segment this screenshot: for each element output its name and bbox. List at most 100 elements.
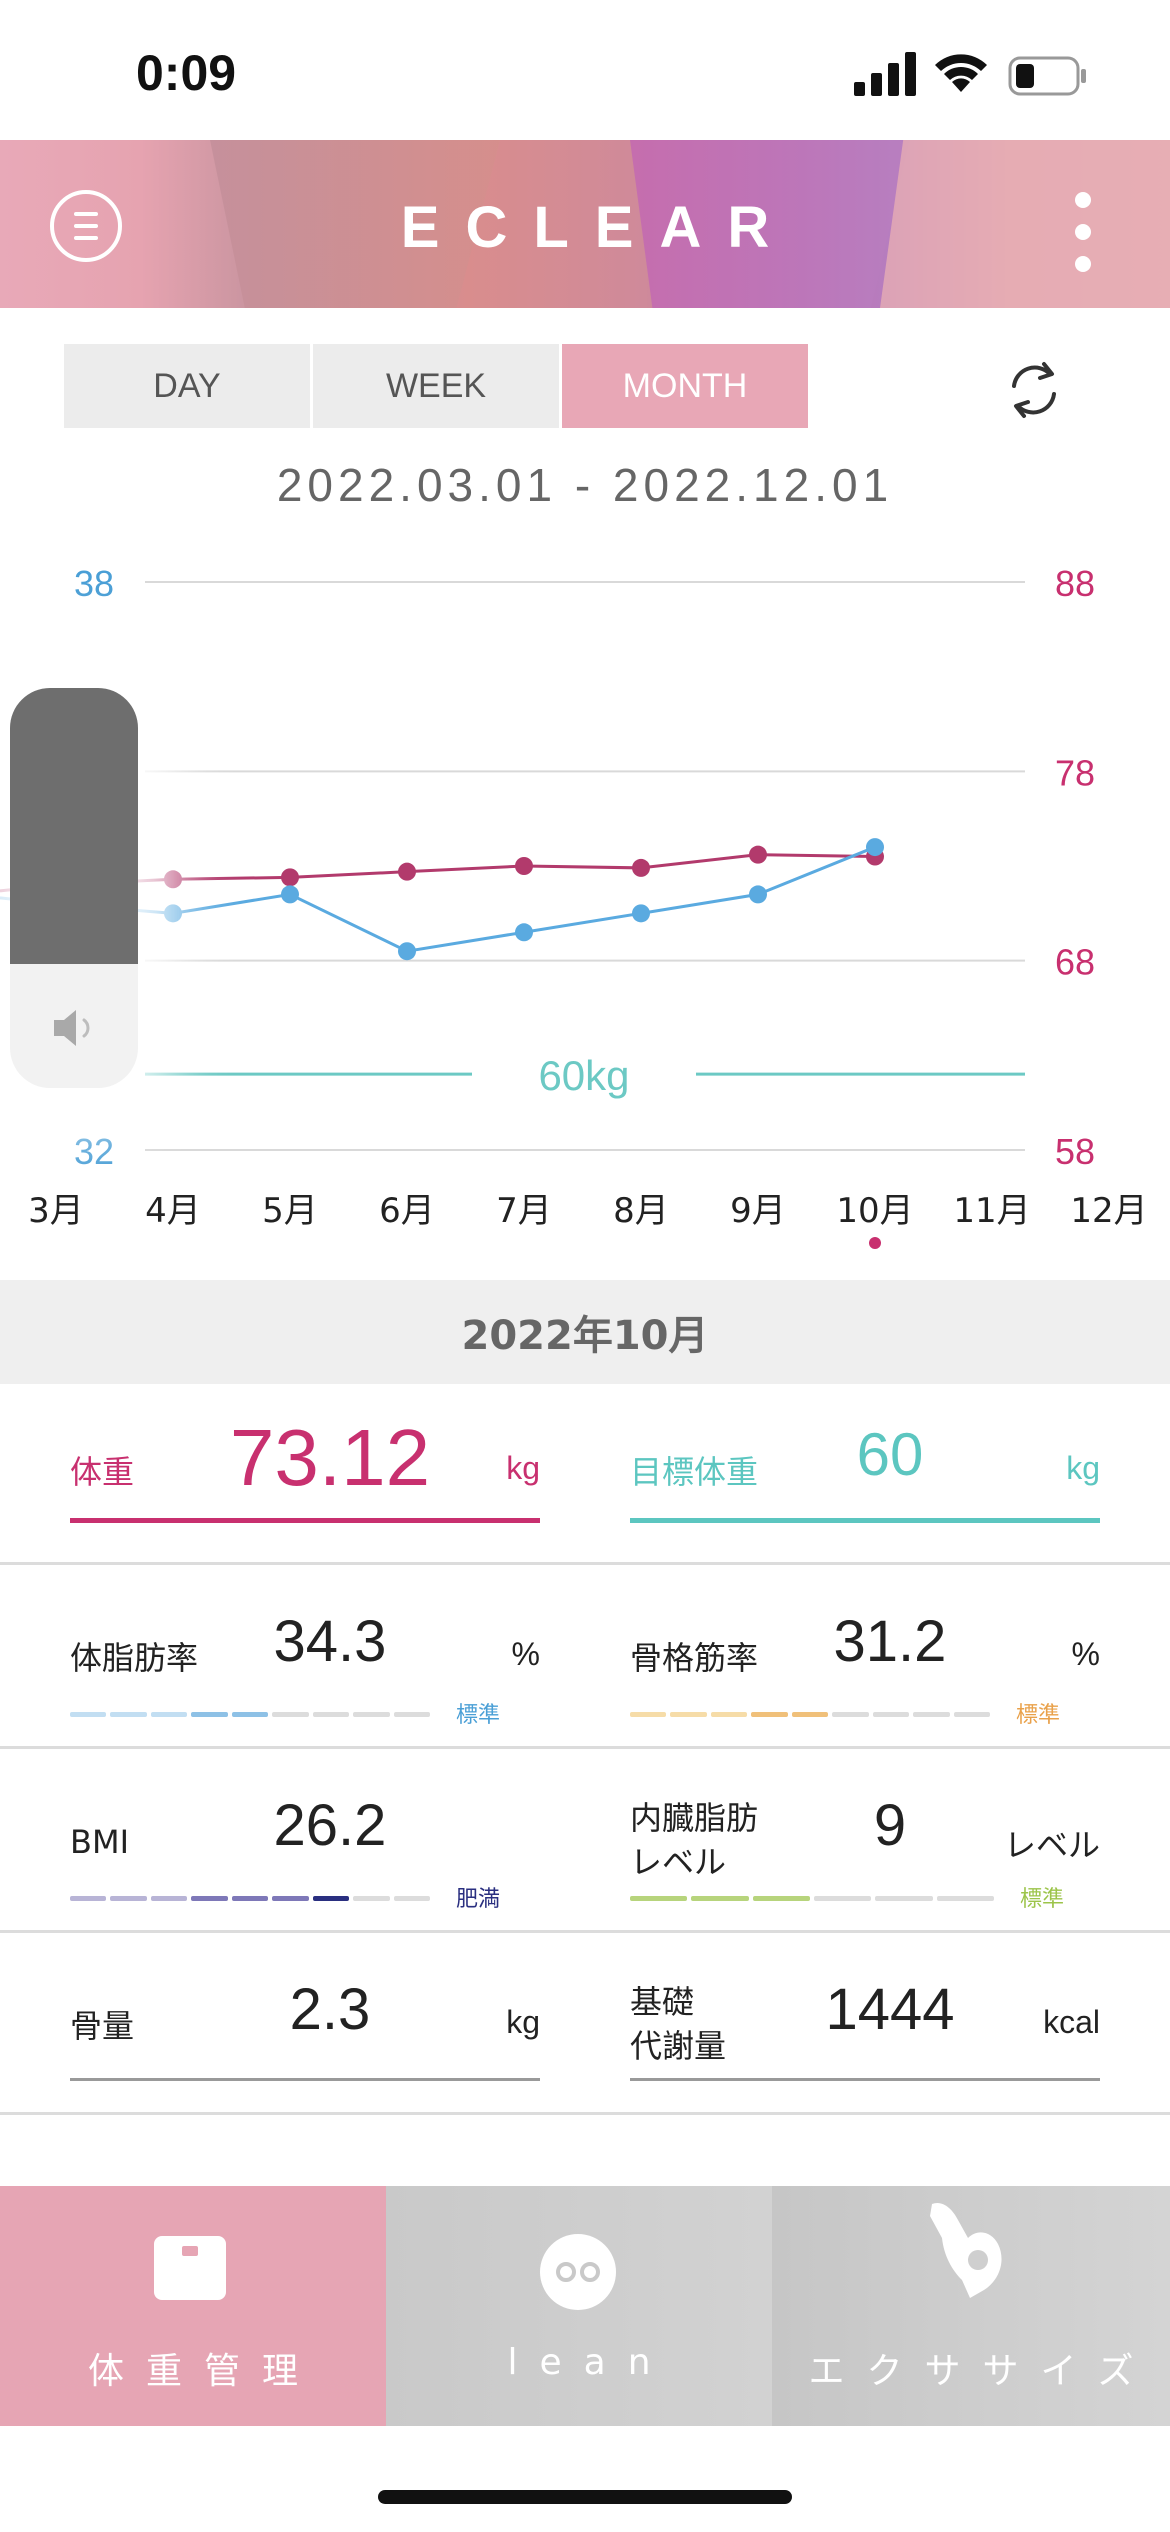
level-segment	[832, 1712, 869, 1717]
nav-weight-management[interactable]: 体重管理	[0, 2186, 386, 2426]
tab-month[interactable]: MONTH	[562, 344, 808, 428]
x-axis-tick-label: 6月	[379, 1191, 435, 1231]
date-range: 2022.03.01 - 2022.12.01	[276, 459, 894, 511]
scale-icon	[154, 2236, 226, 2300]
level-segment	[752, 1896, 810, 1901]
nav-exercise[interactable]: エクササイズ	[772, 2186, 1170, 2426]
level-segment	[630, 1896, 688, 1901]
level-segment	[936, 1896, 994, 1901]
body-fat-label: 体脂肪率	[70, 1639, 199, 1677]
bmi-label: BMI	[70, 1823, 129, 1861]
bmr-value: 1444	[825, 1977, 955, 2042]
lean-icon	[540, 2234, 616, 2310]
more-options-button[interactable]	[1068, 192, 1098, 272]
level-segment	[710, 1712, 748, 1717]
right-axis-tick-label: 68	[1055, 942, 1095, 983]
bmi-level-bar	[70, 1896, 430, 1901]
nav-lean[interactable]: lean	[386, 2186, 772, 2426]
left-axis-tick-label: 38	[74, 563, 114, 604]
bmr-label: 基礎 代謝量	[630, 1980, 726, 2068]
weight-value: 73.12	[229, 1413, 431, 1502]
level-segment	[191, 1896, 228, 1901]
data-point	[749, 845, 767, 864]
bmr-unit: kcal	[1043, 2004, 1100, 2040]
tab-week[interactable]: WEEK	[313, 344, 559, 428]
level-segment	[913, 1712, 950, 1717]
visceral-fat-unit: レベル	[1003, 1827, 1100, 1863]
level-segment	[70, 1712, 107, 1717]
visceral-fat-label: 内臓脂肪 レベル	[630, 1796, 758, 1884]
level-segment	[691, 1896, 749, 1901]
x-axis-tick-label: 5月	[262, 1191, 318, 1231]
bmi-status: 肥満	[455, 1887, 500, 1912]
series-line	[55, 853, 876, 887]
bmr-label-line2: 代謝量	[630, 2027, 727, 2065]
goal-weight-label[interactable]: 目標体重	[630, 1453, 759, 1491]
level-segment	[70, 1896, 107, 1901]
x-axis-tick-label: 7月	[496, 1191, 552, 1231]
level-segment	[813, 1896, 872, 1901]
goal-weight-unit: kg	[1066, 1450, 1100, 1486]
left-axis-tick-label: 32	[74, 1131, 114, 1172]
volume-level-fill	[10, 688, 138, 964]
x-axis-tick-label: 4月	[145, 1191, 201, 1231]
weight-unit: kg	[506, 1450, 540, 1486]
body-fat-unit: %	[511, 1636, 540, 1672]
level-segment	[353, 1712, 390, 1717]
menu-icon	[74, 212, 98, 216]
period-tabs: DAY WEEK MONTH	[64, 344, 808, 428]
app-logo: ECLEAR	[400, 195, 796, 260]
visceral-fat-label-line1: 内臓脂肪	[630, 1799, 759, 1837]
selected-month-marker	[869, 1237, 881, 1249]
cell-signal-icon	[854, 52, 916, 96]
bone-mass-underline	[70, 2078, 540, 2081]
data-point	[749, 885, 767, 904]
visceral-fat-value: 9	[873, 1793, 907, 1858]
data-point	[866, 838, 884, 857]
body-fat-value: 34.3	[273, 1609, 387, 1674]
nav-lean-label: lean	[507, 2342, 673, 2383]
refresh-icon[interactable]	[1000, 356, 1068, 424]
level-segment	[231, 1712, 269, 1717]
x-axis-tick-label: 9月	[730, 1191, 786, 1231]
bmr-label-line1: 基礎	[630, 1983, 695, 2021]
skeletal-muscle-value: 31.2	[833, 1609, 947, 1674]
kebab-icon	[1075, 192, 1091, 208]
level-segment	[393, 1712, 430, 1717]
goal-weight-value[interactable]: 60	[856, 1421, 924, 1488]
level-segment	[875, 1896, 933, 1901]
data-point	[398, 942, 416, 961]
level-segment	[312, 1712, 350, 1717]
data-point	[632, 904, 650, 923]
data-point	[281, 868, 299, 887]
level-segment	[791, 1712, 829, 1717]
weight-label: 体重	[70, 1453, 135, 1491]
tab-day[interactable]: DAY	[64, 344, 310, 428]
level-segment	[272, 1712, 309, 1717]
nav-weight-label: 体重管理	[87, 2351, 320, 2392]
bone-mass-value: 2.3	[289, 1977, 371, 2042]
data-point	[398, 862, 416, 881]
skeletal-muscle-level-bar	[630, 1712, 990, 1717]
data-point	[515, 923, 533, 942]
selected-month-header: 2022年10月	[0, 1280, 1170, 1384]
data-point	[515, 857, 533, 875]
bottom-nav: 体重管理 lean エクササイズ	[0, 2186, 1170, 2426]
data-point	[632, 858, 650, 877]
level-segment	[150, 1896, 188, 1901]
exercise-icon	[930, 2202, 1002, 2298]
menu-button[interactable]	[50, 190, 122, 262]
right-axis-tick-label: 88	[1055, 563, 1095, 604]
body-fat-status: 標準	[455, 1703, 500, 1728]
level-segment	[630, 1712, 667, 1717]
row-divider	[0, 1562, 1170, 1565]
home-indicator[interactable]	[378, 2490, 792, 2504]
level-segment	[751, 1712, 788, 1717]
status-time: 0:09	[136, 45, 237, 101]
level-segment	[272, 1896, 309, 1901]
bone-mass-label: 骨量	[70, 2007, 135, 2045]
visceral-fat-level-bar	[630, 1896, 994, 1901]
row-divider	[0, 2112, 1170, 2115]
level-segment	[393, 1896, 430, 1901]
nav-exercise-label: エクササイズ	[808, 2351, 1156, 2392]
